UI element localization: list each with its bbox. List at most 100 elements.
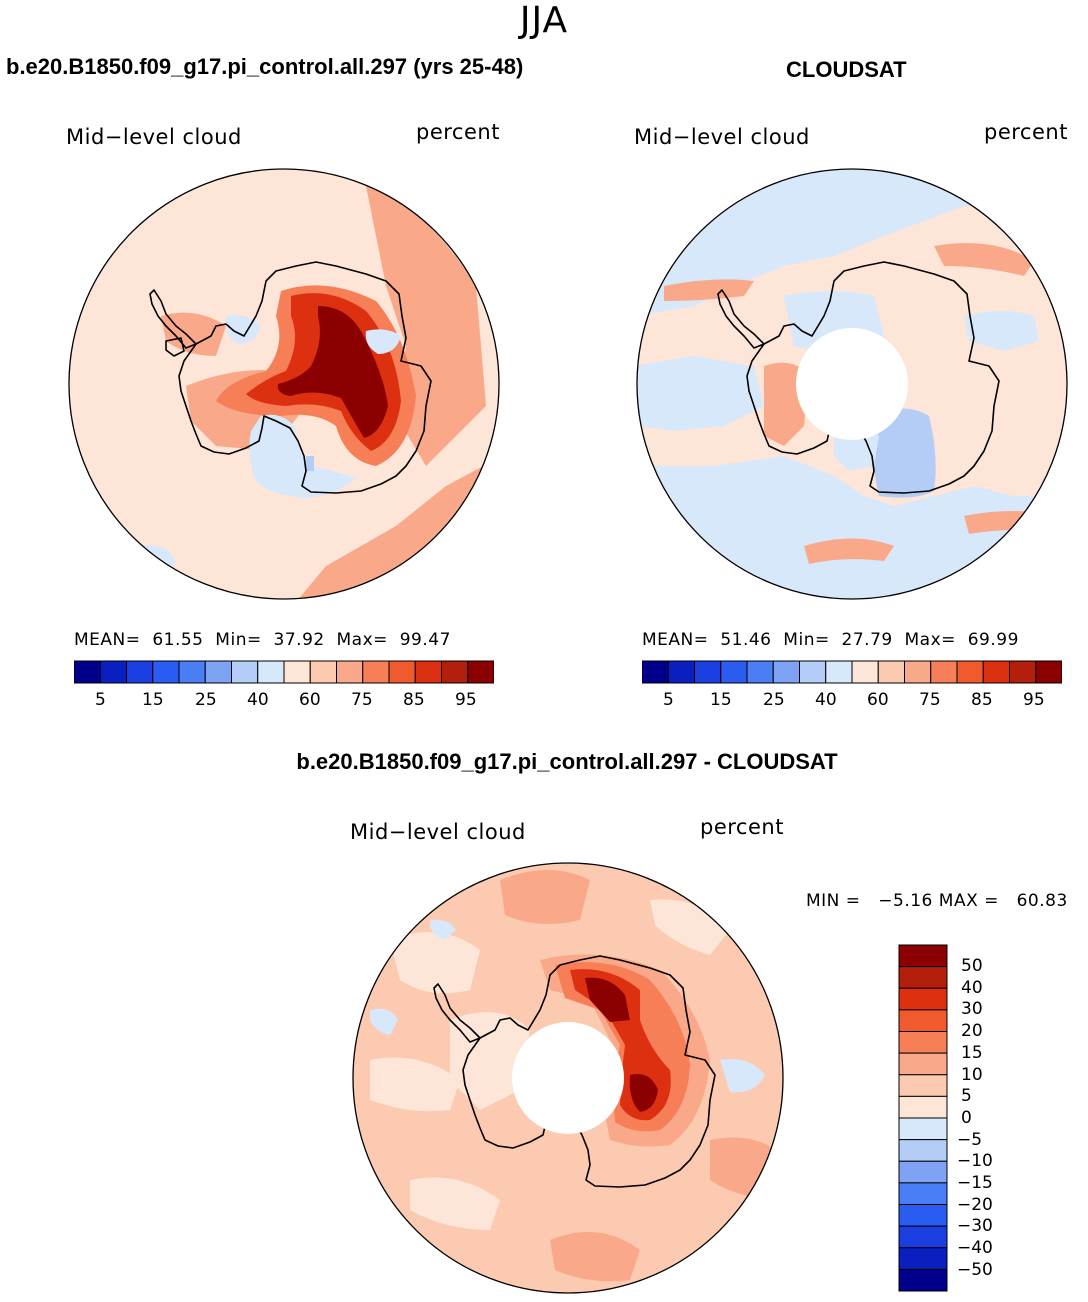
cloudsat-min-label: Min= (783, 630, 830, 650)
diff-pale-streak-2 (370, 1057, 460, 1112)
cloudsat-peninsula (717, 289, 765, 349)
cloudsat-tick-15: 15 (710, 690, 732, 710)
model-coastline (178, 261, 432, 494)
diff-colorbar-swatch (898, 966, 948, 989)
model-salmon-patch-west (161, 312, 226, 356)
model-blue-patch-east (365, 329, 401, 354)
diff-max-value: 60.83 (1016, 891, 1068, 911)
cloudsat-units-label: percent (984, 120, 1068, 144)
diff-colorbar-swatch (898, 1139, 948, 1162)
cloudsat-tick-95: 95 (1023, 690, 1045, 710)
model-colorbar-swatch (336, 660, 364, 684)
model-max-label: Max= (336, 630, 388, 650)
model-mean-value: 61.55 (152, 630, 204, 650)
model-tick-75: 75 (351, 690, 373, 710)
diff-tick-0: 0 (961, 1108, 972, 1128)
cloudsat-polar-map (636, 168, 1068, 600)
diff-tick-30: 30 (961, 999, 983, 1019)
cloudsat-polar-hole (796, 328, 908, 440)
cloudsat-tick-75: 75 (919, 690, 941, 710)
cloudsat-blue-east (964, 311, 1039, 351)
cloudsat-tick-5: 5 (663, 690, 674, 710)
cloudsat-salmon-streak-1 (664, 279, 754, 301)
model-colorbar-swatch (99, 660, 127, 684)
diff-tick-40: 40 (961, 978, 983, 998)
diff-min-label: MIN = (806, 891, 861, 911)
model-polar-map (68, 168, 500, 600)
model-min-value: 37.92 (273, 630, 325, 650)
model-colorbar-swatch (204, 660, 232, 684)
model-colorbar-swatch (231, 660, 259, 684)
cloudsat-coastline (746, 261, 1000, 494)
model-colorbar-swatch (309, 660, 337, 684)
diff-tick-5: 5 (961, 1086, 972, 1106)
diff-colorbar-swatch (898, 1204, 948, 1227)
cloudsat-tick-60: 60 (867, 690, 889, 710)
diff-stats: MIN = −5.16 MAX = 60.83 (806, 891, 1068, 911)
diff-max-label: MAX = (938, 891, 999, 911)
diff-min-value: −5.16 (878, 891, 933, 911)
diff-dark-red-north (585, 977, 630, 1022)
model-colorbar-swatch (414, 660, 442, 684)
model-panel-title: b.e20.B1850.f09_g17.pi_control.all.297 (… (6, 54, 524, 79)
diff-pale-streak-1 (390, 932, 480, 994)
diff-colorbar-swatch (898, 1095, 948, 1119)
diff-units-label: percent (700, 815, 784, 839)
model-colorbar (74, 660, 494, 684)
diff-blue-patch-1 (720, 1059, 765, 1093)
model-colorbar-swatch (467, 660, 494, 684)
cloudsat-salmon-streak-2 (934, 243, 1034, 276)
model-stats: MEAN= 61.55 Min= 37.92 Max= 99.47 (74, 630, 451, 650)
cloudsat-max-label: Max= (904, 630, 956, 650)
model-min-label: Min= (215, 630, 262, 650)
diff-peninsula (433, 983, 481, 1043)
cloudsat-colorbar-swatch (799, 660, 827, 684)
diff-polar-hole (512, 1022, 624, 1134)
season-title: JJA (519, 0, 569, 41)
cloudsat-mean-value: 51.46 (720, 630, 772, 650)
diff-colorbar-swatch (898, 1052, 948, 1076)
cloudsat-blue-west (637, 356, 764, 431)
diff-colorbar-swatch (898, 1117, 948, 1141)
diff-colorbar-swatch (898, 1268, 948, 1292)
cloudsat-colorbar-swatch (851, 660, 879, 684)
diff-tick-neg20: −20 (957, 1195, 993, 1215)
model-island (165, 337, 185, 357)
model-colorbar-swatch (126, 660, 154, 684)
model-tick-85: 85 (403, 690, 425, 710)
diff-tick-20: 20 (961, 1021, 983, 1041)
cloudsat-colorbar-swatch (694, 660, 722, 684)
cloudsat-midblue-ross (872, 408, 936, 498)
diff-dark-red-east (629, 1074, 658, 1112)
model-colorbar-swatch (257, 660, 285, 684)
cloudsat-colorbar-swatch (956, 660, 984, 684)
cloudsat-mean-label: MEAN= (642, 630, 709, 650)
cloudsat-colorbar-swatch (982, 660, 1010, 684)
model-tick-15: 15 (142, 690, 164, 710)
cloudsat-colorbar-swatch (720, 660, 748, 684)
diff-tick-neg10: −10 (957, 1151, 993, 1171)
diff-blue-patch-2 (370, 1008, 398, 1035)
model-mean-label: MEAN= (74, 630, 141, 650)
diff-colorbar-swatch (898, 1160, 948, 1184)
diff-colorbar-swatch (898, 944, 948, 968)
cloudsat-colorbar-swatch (746, 660, 774, 684)
cloudsat-colorbar-swatch (642, 660, 669, 684)
cloudsat-min-value: 27.79 (841, 630, 893, 650)
model-tick-25: 25 (195, 690, 217, 710)
diff-tick-neg30: −30 (957, 1216, 993, 1236)
model-colorbar-swatch (388, 660, 416, 684)
cloudsat-tick-85: 85 (971, 690, 993, 710)
diff-salmon-streak-1 (500, 870, 590, 924)
diff-colorbar-swatch (898, 1031, 948, 1054)
diff-tick-neg5: −5 (957, 1130, 983, 1150)
diff-polar-map (352, 862, 784, 1294)
model-dark-red-core (277, 306, 388, 438)
cloudsat-variable-label: Mid−level cloud (634, 125, 810, 149)
diff-tick-10: 10 (961, 1065, 983, 1085)
cloudsat-panel-title: CLOUDSAT (786, 57, 907, 82)
cloudsat-max-value: 69.99 (967, 630, 1019, 650)
cloudsat-colorbar-swatch (1009, 660, 1037, 684)
model-units-label: percent (416, 120, 500, 144)
diff-pale-streak-4 (410, 1177, 500, 1230)
